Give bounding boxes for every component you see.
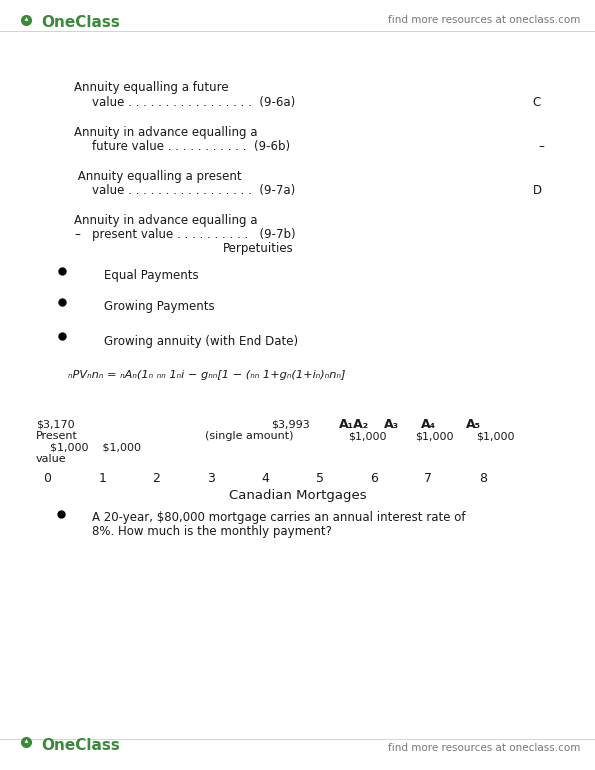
Text: A₃: A₃ — [384, 418, 399, 431]
Text: OneClass: OneClass — [42, 738, 121, 753]
Text: $1,000: $1,000 — [36, 443, 88, 453]
Text: present value . . . . . . . . . .   (9-7b): present value . . . . . . . . . . (9-7b) — [92, 228, 296, 241]
Text: 2: 2 — [152, 472, 161, 485]
Text: Perpetuities: Perpetuities — [223, 242, 294, 255]
Text: $3,170: $3,170 — [36, 420, 74, 430]
Text: value . . . . . . . . . . . . . . . . .  (9-6a): value . . . . . . . . . . . . . . . . . … — [92, 96, 296, 109]
Text: –: – — [74, 228, 80, 241]
Text: 8%. How much is the monthly payment?: 8%. How much is the monthly payment? — [92, 525, 332, 538]
Text: Annuity in advance equalling a: Annuity in advance equalling a — [74, 214, 258, 227]
Text: $1,000: $1,000 — [476, 431, 515, 441]
Text: 0: 0 — [43, 472, 52, 485]
Text: $1,000: $1,000 — [415, 431, 454, 441]
Text: 8: 8 — [479, 472, 487, 485]
Text: A₅: A₅ — [466, 418, 481, 431]
Text: Annuity in advance equalling a: Annuity in advance equalling a — [74, 126, 258, 139]
Text: 6: 6 — [370, 472, 378, 485]
Text: 1: 1 — [98, 472, 107, 485]
Text: A₁A₂: A₁A₂ — [339, 418, 369, 431]
Text: $3,993: $3,993 — [271, 420, 309, 430]
Text: Growing annuity (with End Date): Growing annuity (with End Date) — [104, 335, 298, 348]
Text: $1,000: $1,000 — [92, 443, 141, 453]
Text: find more resources at oneclass.com: find more resources at oneclass.com — [388, 743, 580, 753]
Text: A 20-year, $80,000 mortgage carries an annual interest rate of: A 20-year, $80,000 mortgage carries an a… — [92, 511, 466, 524]
Text: 4: 4 — [261, 472, 270, 485]
Text: 5: 5 — [315, 472, 324, 485]
Text: Growing Payments: Growing Payments — [104, 300, 215, 313]
Text: A₄: A₄ — [421, 418, 436, 431]
Text: future value . . . . . . . . . . .  (9-6b): future value . . . . . . . . . . . (9-6b… — [92, 140, 290, 153]
Text: value . . . . . . . . . . . . . . . . .  (9-7a): value . . . . . . . . . . . . . . . . . … — [92, 184, 296, 197]
Text: Equal Payments: Equal Payments — [104, 270, 199, 283]
Text: 7: 7 — [424, 472, 433, 485]
Text: value: value — [36, 454, 66, 464]
Text: Annuity equalling a future: Annuity equalling a future — [74, 81, 229, 94]
Text: C: C — [533, 96, 541, 109]
Text: OneClass: OneClass — [42, 15, 121, 30]
Text: 3: 3 — [207, 472, 215, 485]
Text: D: D — [533, 184, 541, 197]
Text: –: – — [538, 140, 544, 153]
Text: find more resources at oneclass.com: find more resources at oneclass.com — [388, 15, 580, 25]
Text: (single amount): (single amount) — [205, 431, 294, 441]
Text: $1,000: $1,000 — [348, 431, 387, 441]
Text: Canadian Mortgages: Canadian Mortgages — [228, 489, 367, 502]
Text: Present: Present — [36, 431, 77, 441]
Text: ₙPVₙnₙ = ₙAₙ(1ₙ ₙₙ 1ₙi − gₙₙ[1 − (ₙₙ 1+gₙ(1+iₙ)ₙnₙ]: ₙPVₙnₙ = ₙAₙ(1ₙ ₙₙ 1ₙi − gₙₙ[1 − (ₙₙ 1+g… — [68, 370, 346, 380]
Text: Annuity equalling a present: Annuity equalling a present — [74, 170, 242, 183]
